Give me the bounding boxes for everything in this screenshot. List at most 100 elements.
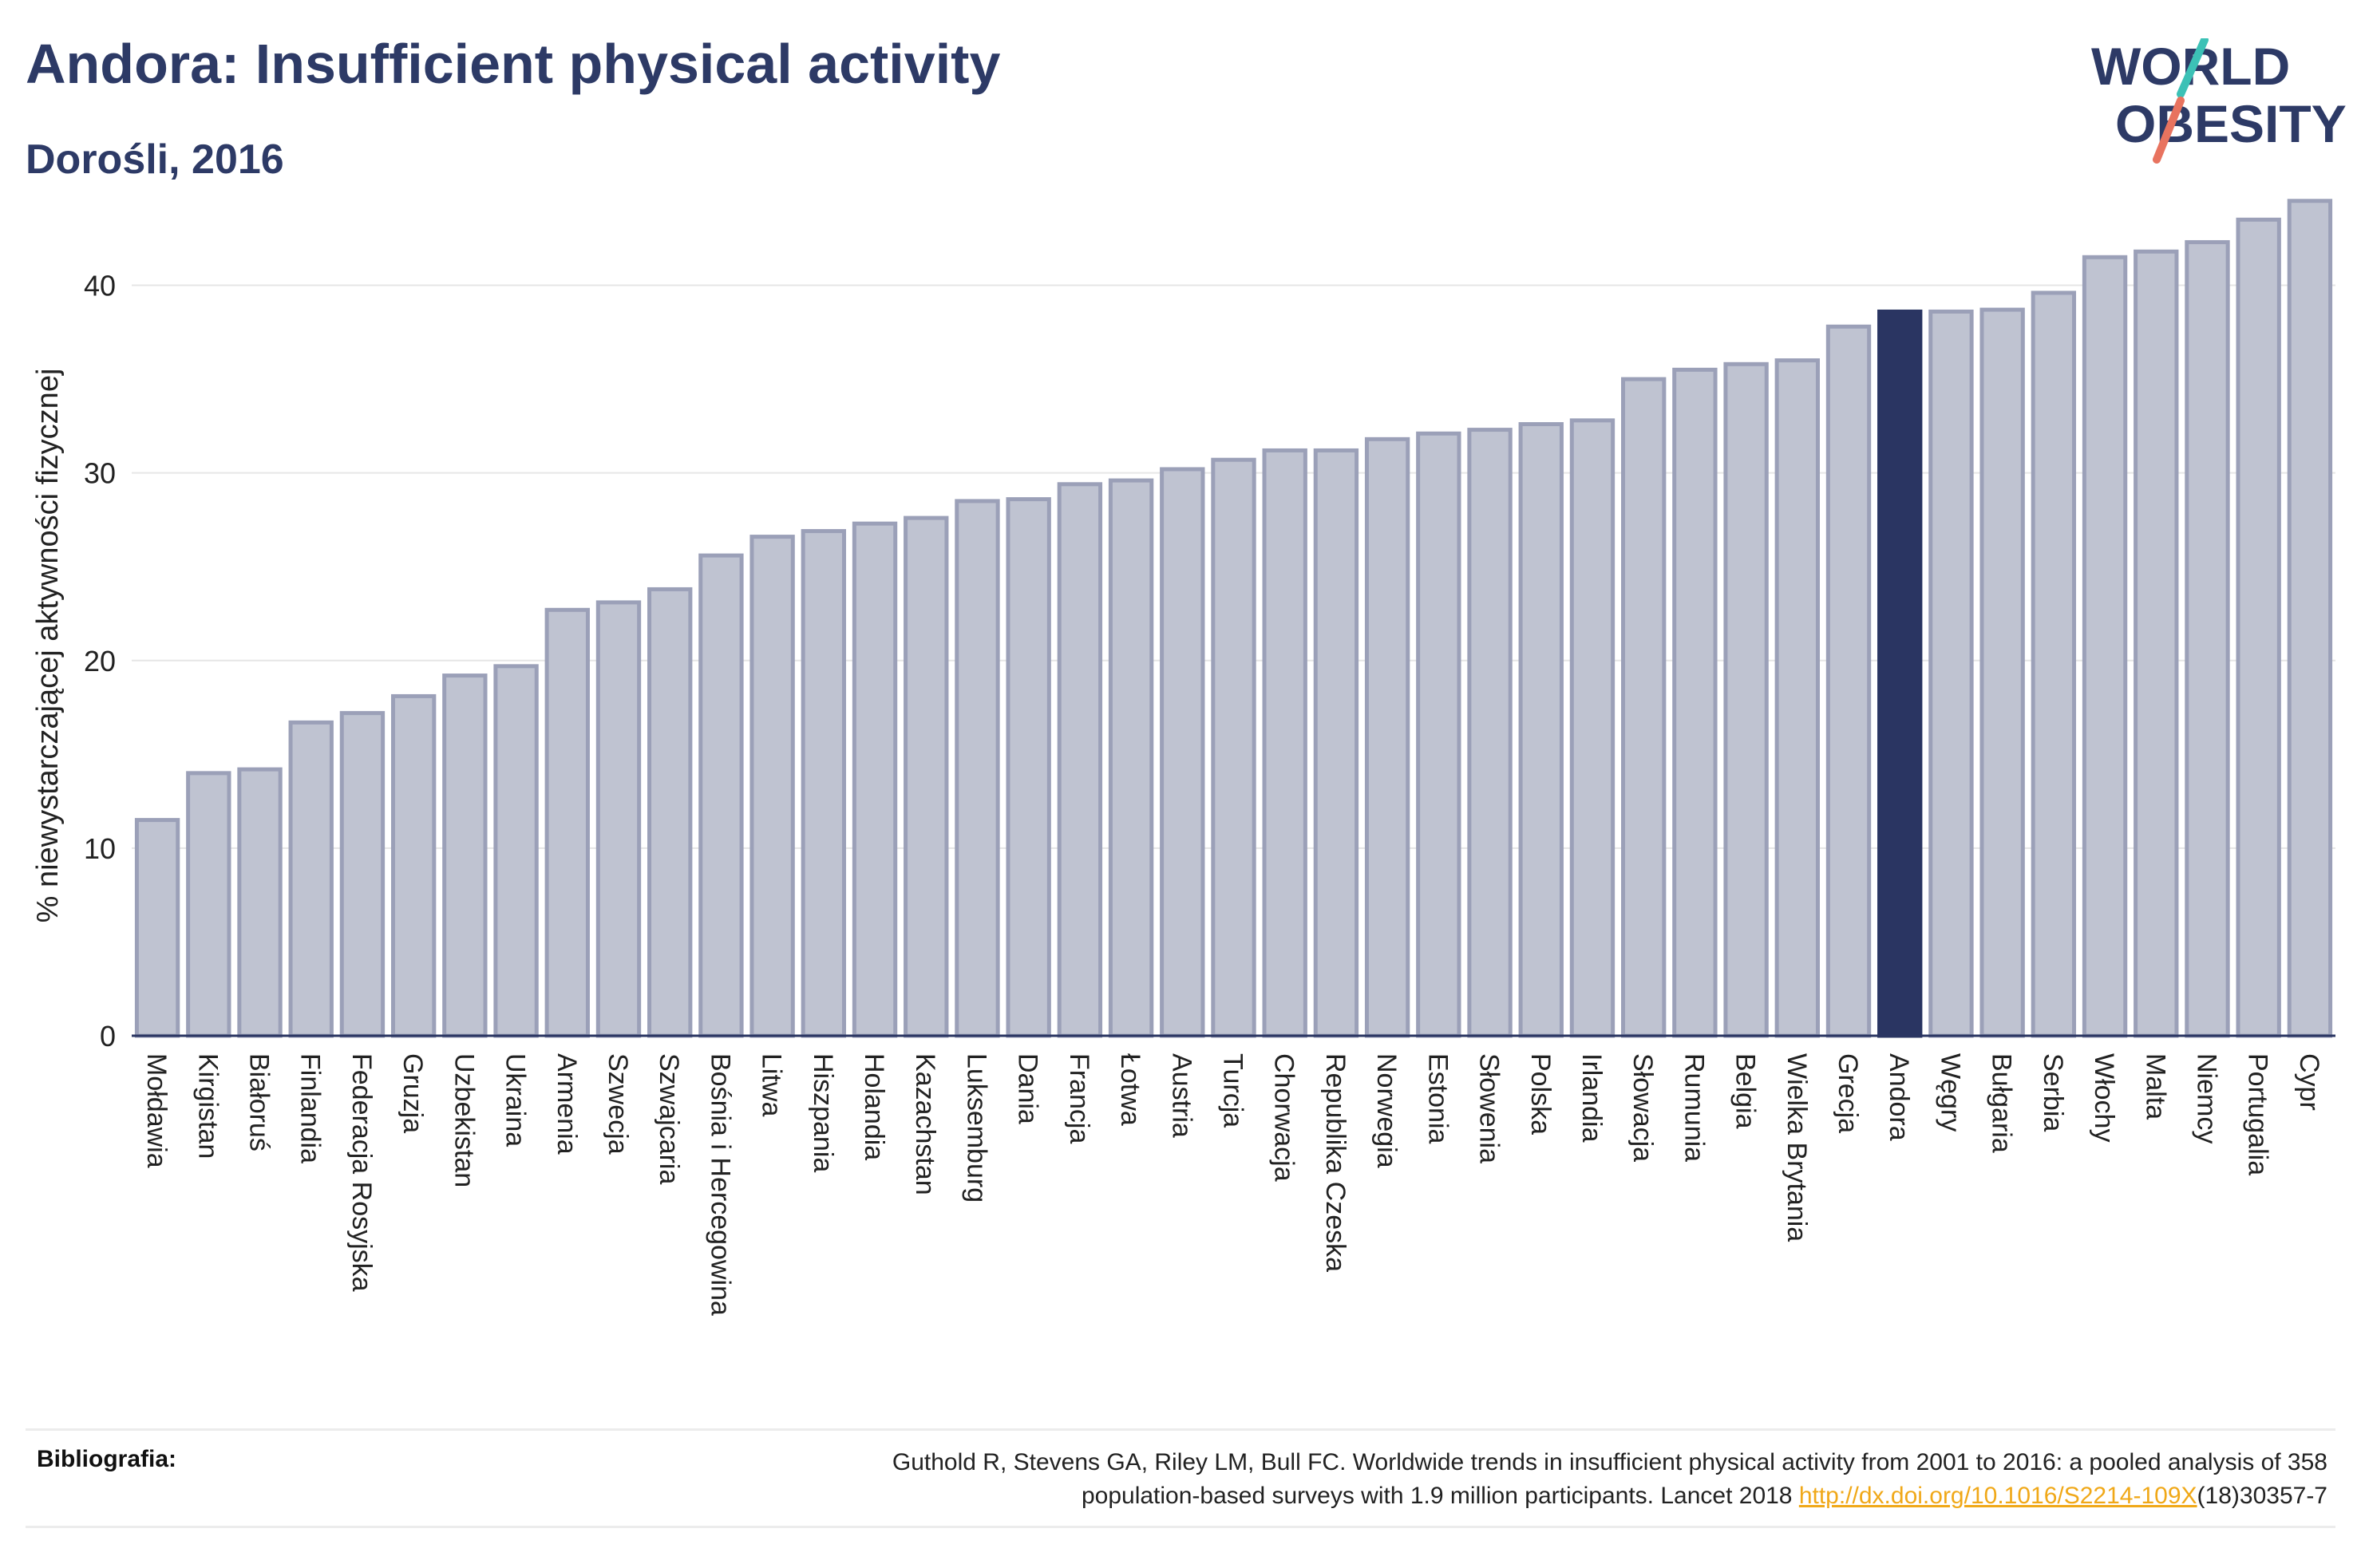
bibliography-line2-suffix: (18)30357-7 [2197, 1483, 2327, 1509]
bar-bułgaria [1979, 307, 2025, 1038]
page-title: Andora: Insufficient physical activity [26, 33, 1001, 95]
y-tick-label: 40 [84, 270, 116, 302]
x-tick-label: Rumunia [1679, 1053, 1709, 1162]
x-tick-label: Andora [1884, 1053, 1914, 1141]
bar-mołdawia [134, 818, 180, 1038]
logo-line2: OBESITY [2115, 94, 2347, 153]
x-tick-label: Włochy [2089, 1053, 2119, 1142]
x-tick-label: Finlandia [295, 1053, 326, 1163]
y-tick-label: 20 [84, 645, 116, 677]
bibliography-doi-link[interactable]: http://dx.doi.org/10.1016/S2214-109X [1798, 1483, 2197, 1509]
x-tick-label: Norwegia [1371, 1053, 1402, 1168]
bar-szwajcaria [647, 587, 693, 1038]
x-tick-label: Cypr [2294, 1053, 2324, 1111]
bar-portugalia [2236, 217, 2281, 1038]
bar-armenia [544, 607, 590, 1038]
y-tick-label: 30 [84, 457, 116, 490]
x-tick-label: Szwecja [603, 1053, 633, 1155]
x-tick-label: Polska [1525, 1053, 1556, 1135]
bar-rumunia [1672, 367, 1718, 1038]
bibliography-line2-prefix: population-based surveys with 1.9 millio… [1081, 1483, 1799, 1509]
bar-chart: 0 10 20 30 40 % niewystarczającej aktywności … [31, 199, 2335, 1316]
bar-wielka-brytania [1774, 358, 1820, 1038]
x-tick-label: Federacja Rosyjska [346, 1053, 377, 1292]
bars-layer [134, 199, 2333, 1038]
bar-republika-czeska [1313, 448, 1359, 1038]
bar-kazachstan [904, 515, 949, 1038]
bar-włochy [2082, 255, 2128, 1038]
bar-słowenia [1467, 428, 1513, 1038]
x-tick-label: Estonia [1422, 1053, 1453, 1143]
bar-chorwacja [1262, 448, 1307, 1038]
x-tick-label: Szwajcaria [654, 1053, 684, 1184]
bar-słowacja [1620, 377, 1667, 1038]
x-tick-label: Gruzja [397, 1053, 428, 1133]
x-tick-label: Malta [2140, 1053, 2170, 1120]
bar-dania [1006, 497, 1051, 1038]
x-tick-label: Słowenia [1474, 1053, 1505, 1163]
world-obesity-logo: WORLD OBESITY [2091, 38, 2347, 164]
x-tick-label: Niemcy [2191, 1053, 2221, 1143]
x-tick-label: Holandia [859, 1053, 889, 1160]
bar-łotwa [1108, 478, 1154, 1038]
x-tick-label: Wielka Brytania [1782, 1053, 1812, 1242]
x-tick-label: Litwa [757, 1053, 787, 1116]
bar-gruzja [390, 693, 437, 1038]
x-tick-label: Serbia [2038, 1053, 2068, 1132]
bar-francja [1057, 482, 1103, 1038]
bar-litwa [749, 535, 795, 1038]
bar-bośnia-i-hercegowina [698, 553, 744, 1038]
x-tick-label: Hiszpania [808, 1053, 838, 1172]
x-tick-label: Grecja [1833, 1053, 1863, 1133]
y-tick-label: 10 [84, 832, 116, 865]
x-tick-label: Słowacja [1627, 1053, 1658, 1162]
bar-holandia [852, 521, 898, 1038]
x-tick-label: Kazachstan [910, 1053, 940, 1195]
bar-ukraina [493, 664, 539, 1038]
bar-węgry [1928, 309, 1974, 1038]
bar-malta [2134, 249, 2179, 1038]
logo-slash-red [2153, 97, 2185, 164]
bar-andora [1877, 309, 1923, 1038]
bar-szwecja [595, 600, 642, 1038]
footer-divider-bottom [26, 1526, 2335, 1528]
bibliography-label: Bibliografia: [37, 1446, 177, 1472]
bar-polska [1518, 422, 1564, 1038]
bar-cypr [2287, 199, 2333, 1038]
bibliography-text: Guthold R, Stevens GA, Riley LM, Bull FC… [492, 1446, 2327, 1513]
bar-belgia [1723, 361, 1769, 1038]
bar-austria [1160, 467, 1205, 1038]
x-tick-label: Portugalia [2243, 1053, 2273, 1175]
x-tick-label: Francja [1064, 1053, 1094, 1143]
page-subtitle: Dorośli, 2016 [26, 136, 284, 183]
x-tick-label: Chorwacja [1269, 1053, 1299, 1182]
x-tick-label: Armenia [552, 1053, 582, 1155]
x-tick-label: Ukraina [500, 1053, 531, 1147]
x-tick-label: Republika Czeska [1320, 1053, 1351, 1272]
bar-uzbekistan [442, 673, 488, 1038]
x-tick-label: Bośnia i Hercegowina [705, 1053, 735, 1316]
x-tick-label: Luksemburg [961, 1053, 991, 1203]
bar-kirgistan [186, 771, 231, 1038]
bar-niemcy [2185, 239, 2230, 1038]
bibliography-line1: Guthold R, Stevens GA, Riley LM, Bull FC… [892, 1449, 2327, 1475]
x-tick-label: Dania [1013, 1053, 1043, 1124]
y-axis-label: % niewystarczającej aktywności fizycznej [31, 369, 65, 923]
x-tick-label: Węgry [1935, 1053, 1965, 1132]
bar-turcja [1211, 457, 1256, 1038]
bar-irlandia [1569, 418, 1616, 1038]
bar-grecja [1825, 324, 1872, 1038]
x-tick-label: Turcja [1218, 1053, 1248, 1128]
y-tick-label: 0 [100, 1020, 116, 1053]
x-tick-label: Kirgistan [192, 1053, 223, 1159]
x-tick-label: Łotwa [1115, 1053, 1145, 1126]
footer-divider-top [26, 1428, 2335, 1431]
x-tick-label: Austria [1166, 1053, 1196, 1138]
bar-estonia [1416, 431, 1461, 1038]
bar-hiszpania [801, 529, 847, 1038]
bar-luksemburg [955, 499, 1000, 1038]
x-tick-label: Białoruś [244, 1053, 275, 1151]
x-tick-label: Irlandia [1576, 1053, 1607, 1143]
bar-serbia [2031, 290, 2077, 1038]
logo-slash-teal [2177, 38, 2209, 98]
